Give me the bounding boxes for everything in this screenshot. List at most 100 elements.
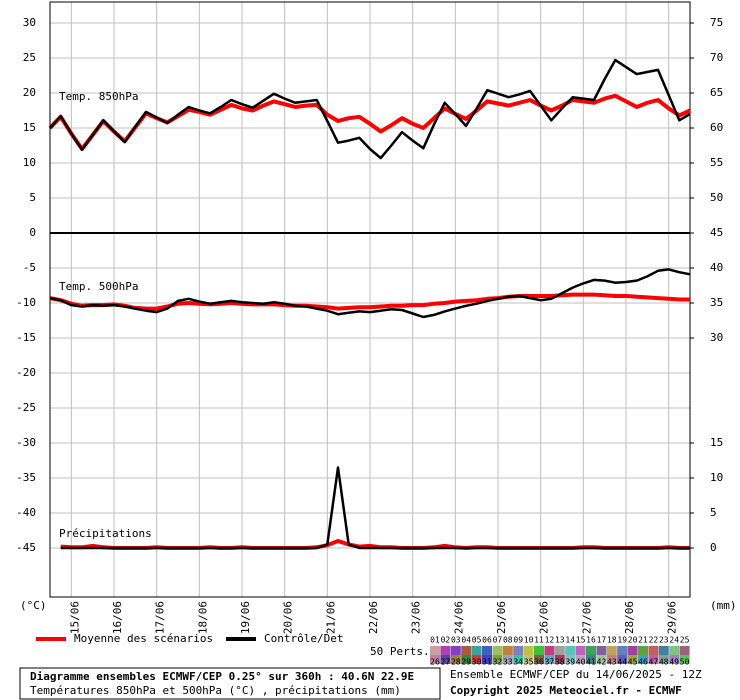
pert-label: 05	[472, 636, 482, 645]
pert-swatch	[638, 646, 648, 655]
y-tick-label: 15	[23, 121, 36, 134]
pert-swatch	[575, 646, 586, 655]
pert-label: 09	[513, 636, 523, 645]
y2-tick-label: 40	[710, 261, 723, 274]
pert-swatch	[513, 655, 524, 664]
x-tick-label: 21/06	[324, 601, 337, 634]
x-tick-label: 19/06	[239, 601, 252, 634]
pert-swatch	[450, 655, 461, 664]
y-tick-label: -45	[16, 541, 36, 554]
y2-tick-label: 30	[710, 331, 723, 344]
y2-unit: (mm)	[710, 599, 737, 612]
pert-swatch	[554, 655, 565, 664]
pert-label: 04	[461, 636, 471, 645]
pert-label: 22	[649, 636, 659, 645]
pert-swatch	[482, 655, 492, 664]
y2-tick-label: 5	[710, 506, 717, 519]
panel-label: Temp. 850hPa	[59, 90, 138, 103]
pert-label: 44	[617, 658, 627, 667]
pert-label: 33	[503, 658, 513, 667]
pert-swatch	[440, 646, 451, 655]
pert-swatch	[513, 646, 524, 655]
y2-tick-label: 65	[710, 86, 723, 99]
pert-swatch	[679, 646, 690, 655]
pert-swatch	[492, 655, 503, 664]
pert-swatch	[523, 655, 534, 664]
pert-label: 11	[534, 636, 544, 645]
pert-label: 17	[597, 636, 607, 645]
pert-label: 13	[555, 636, 565, 645]
pert-swatch	[440, 655, 451, 664]
pert-label: 30	[472, 658, 482, 667]
pert-swatch	[648, 655, 659, 664]
y2-tick-label: 0	[710, 541, 717, 554]
pert-label: 32	[493, 658, 503, 667]
pert-label: 02	[441, 636, 451, 645]
pert-label: 21	[638, 636, 648, 645]
pert-swatch	[617, 655, 628, 664]
y-tick-label: 10	[23, 156, 36, 169]
pert-swatch	[461, 646, 472, 655]
pert-swatch	[669, 655, 680, 664]
x-tick-label: 24/06	[452, 601, 465, 634]
x-tick-label: 16/06	[111, 601, 124, 634]
pert-label: 29	[461, 658, 471, 667]
pert-label: 49	[669, 658, 679, 667]
pert-label: 20	[628, 636, 638, 645]
pert-swatch	[502, 646, 513, 655]
footer-box	[19, 667, 441, 700]
pert-swatch	[627, 646, 638, 655]
x-tick-label: 20/06	[282, 601, 295, 634]
pert-label: 12	[545, 636, 555, 645]
y-tick-label: -5	[23, 261, 36, 274]
y-tick-label: 30	[23, 16, 36, 29]
y-tick-label: -10	[16, 296, 36, 309]
pert-swatch	[471, 655, 482, 664]
x-tick-label: 18/06	[196, 601, 209, 634]
y-unit: (°C)	[20, 599, 47, 612]
pert-swatch	[534, 655, 544, 664]
pert-swatch	[544, 646, 555, 655]
x-tick-label: 29/06	[666, 601, 679, 634]
pert-swatch	[596, 646, 607, 655]
pert-swatch	[606, 646, 617, 655]
pert-label: 31	[482, 658, 492, 667]
perts-label: 50 Perts.	[370, 645, 430, 658]
y-tick-label: -30	[16, 436, 36, 449]
pert-label: 23	[659, 636, 669, 645]
pert-swatch	[586, 646, 596, 655]
pert-label: 19	[617, 636, 627, 645]
pert-swatch	[596, 655, 607, 664]
y2-tick-label: 75	[710, 16, 723, 29]
y-tick-label: -35	[16, 471, 36, 484]
pert-label: 41	[586, 658, 596, 667]
x-tick-label: 23/06	[410, 601, 423, 634]
pert-swatch	[471, 646, 482, 655]
pert-swatch	[502, 655, 513, 664]
pert-label: 10	[524, 636, 534, 645]
pert-label: 26	[430, 658, 440, 667]
y2-tick-label: 15	[710, 436, 723, 449]
pert-label: 37	[545, 658, 555, 667]
chart-title: Diagramme ensembles ECMWF/CEP 0.25° sur …	[30, 670, 414, 683]
pert-swatch	[554, 646, 565, 655]
pert-swatch	[638, 655, 648, 664]
pert-label: 40	[576, 658, 586, 667]
pert-swatch	[544, 655, 555, 664]
control-line	[60, 466, 690, 550]
legend-label: Contrôle/Det	[264, 632, 343, 645]
pert-label: 38	[555, 658, 565, 667]
pert-swatch	[523, 646, 534, 655]
pert-label: 07	[493, 636, 503, 645]
control-line	[49, 58, 691, 160]
pert-swatch	[648, 646, 659, 655]
pert-label: 16	[586, 636, 596, 645]
mean-line	[49, 292, 690, 311]
pert-swatch	[565, 646, 576, 655]
pert-swatch	[617, 646, 628, 655]
pert-label: 45	[628, 658, 638, 667]
pert-label: 27	[441, 658, 451, 667]
y2-tick-label: 55	[710, 156, 723, 169]
